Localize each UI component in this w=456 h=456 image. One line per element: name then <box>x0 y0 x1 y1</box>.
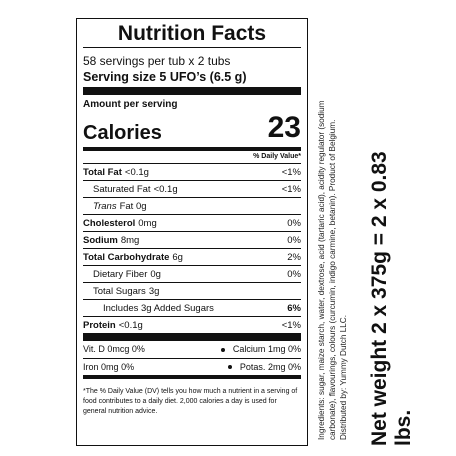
nutrient-percent: 0% <box>287 217 301 229</box>
nutrient-label: Cholesterol <box>83 217 136 229</box>
nutrient-percent: 2% <box>287 251 301 263</box>
nutrient-percent: <1% <box>281 166 301 178</box>
nutrient-row-saturated-fat: Saturated Fat <0.1g <1% <box>83 180 301 197</box>
nutrient-label: Total Carbohydrate <box>83 251 170 263</box>
nutrient-row-protein: Protein <0.1g <1% <box>83 316 301 333</box>
bullet-icon <box>220 347 225 352</box>
nutrition-facts-panel: Nutrition Facts 58 servings per tub x 2 … <box>76 18 308 446</box>
vitamin-label: Iron <box>83 361 99 372</box>
nutrient-amount: <0.1g <box>118 319 143 331</box>
serving-size: Serving size 5 UFO’s (6.5 g) <box>83 70 247 84</box>
net-weight-text: Net weight 2 x 375g = 2 x 0.83 lbs. <box>368 151 415 446</box>
vitamin-label: Vit. D <box>83 344 105 354</box>
nutrient-amount: <0.1g <box>124 166 149 178</box>
vitamin-amount: 0mg <box>101 361 119 372</box>
divider-thick <box>83 87 301 95</box>
calories-label: Calories <box>83 122 162 144</box>
nutrient-label: Saturated Fat <box>93 183 151 195</box>
vitamin-percent: 0% <box>131 344 145 354</box>
nutrient-percent: <1% <box>281 319 301 331</box>
nutrient-label: Dietary Fiber <box>93 268 148 280</box>
nutrient-amount: 0g <box>150 268 161 280</box>
amount-per-serving: Amount per serving <box>83 99 178 110</box>
daily-value-footnote: *The % Daily Value (DV) tells you how mu… <box>83 388 298 415</box>
nutrient-label: Total Fat <box>83 166 122 178</box>
vitamin-label: Potas. <box>239 361 266 372</box>
nutrient-row-dietary-fiber: Dietary Fiber 0g 0% <box>83 265 301 282</box>
nutrient-percent: 0% <box>287 234 301 246</box>
divider-medium <box>83 147 301 151</box>
bullet-icon <box>227 365 232 369</box>
vitamin-amount: 1mg <box>267 344 286 354</box>
servings-per-container: 58 servings per tub x 2 tubs <box>83 54 231 68</box>
vitamin-row-1: Vit. D 0mcg 0% Calcium 1mg 0% <box>83 341 301 358</box>
vitamin-percent: 0% <box>121 361 135 372</box>
nutrition-facts-title: Nutrition Facts <box>117 22 267 45</box>
calories-row: Calories 23 <box>83 111 301 145</box>
vitamin-amount: 2mg <box>267 361 286 372</box>
daily-value-header: % Daily Value* <box>253 153 301 160</box>
nutrient-amount: 3g <box>148 285 160 297</box>
nutrient-percent: <1% <box>281 183 301 195</box>
nutrient-row-total-sugars: Total Sugars 3g <box>83 282 301 299</box>
vitamin-percent: 0% <box>287 344 301 354</box>
vitamin-amount: 0mcg <box>107 344 130 354</box>
divider <box>83 47 301 48</box>
nutrient-label: Includes 3g Added Sugars <box>103 302 214 314</box>
nutrient-label: Protein <box>83 319 116 331</box>
nutrient-amount: Fat 0g <box>119 200 147 212</box>
nutrient-amount: 0mg <box>138 217 157 229</box>
nutrient-amount: <0.1g <box>153 183 178 195</box>
nutrient-label: Sodium <box>83 234 118 246</box>
nutrient-row-total-fat: Total Fat <0.1g <1% <box>83 163 301 180</box>
nutrient-amount: 6g <box>172 251 183 263</box>
nutrient-percent: 0% <box>287 268 301 280</box>
ingredients-text: Ingredients: sugar, maize starch, water,… <box>317 100 348 440</box>
nutrient-percent: 6% <box>287 302 301 314</box>
nutrient-amount: 8mg <box>120 234 140 246</box>
vitamin-label: Calcium <box>232 344 266 354</box>
nutrient-row-trans-fat: Trans Fat 0g <box>83 197 301 214</box>
vitamin-percent: 0% <box>287 361 301 372</box>
nutrient-row-total-carbohydrate: Total Carbohydrate 6g 2% <box>83 248 301 265</box>
nutrient-row-sodium: Sodium 8mg 0% <box>83 231 301 248</box>
nutrient-label: Total Sugars <box>93 285 146 297</box>
nutrient-label: Trans <box>93 200 117 212</box>
divider-medium <box>83 375 301 379</box>
divider-thick <box>83 333 301 341</box>
nutrient-row-cholesterol: Cholesterol 0mg 0% <box>83 214 301 231</box>
calories-value: 23 <box>267 111 301 144</box>
vitamin-row-2: Iron 0mg 0% Potas. 2mg 0% <box>83 358 301 375</box>
nutrient-row-added-sugars: Includes 3g Added Sugars 6% <box>83 299 301 316</box>
